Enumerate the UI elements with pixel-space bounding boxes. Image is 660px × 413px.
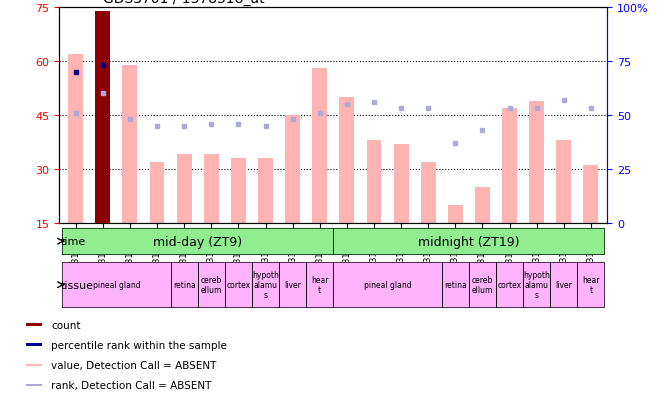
Text: GDS3701 / 1378318_at: GDS3701 / 1378318_at: [103, 0, 265, 6]
Bar: [502, 109, 517, 223]
Bar: [475, 187, 490, 223]
Bar: [231, 159, 246, 223]
Text: time: time: [61, 237, 86, 247]
Bar: [258, 159, 273, 223]
Bar: [583, 166, 599, 223]
Bar: [177, 155, 191, 223]
Bar: [448, 205, 463, 223]
Text: hypoth
alamu
s: hypoth alamu s: [523, 271, 550, 299]
Bar: [204, 155, 218, 223]
Bar: [123, 66, 137, 223]
Text: hear
t: hear t: [311, 275, 329, 294]
Text: cereb
ellum: cereb ellum: [201, 275, 222, 294]
Text: tissue: tissue: [61, 280, 94, 290]
Bar: [285, 116, 300, 223]
Bar: [421, 162, 436, 223]
Text: midnight (ZT19): midnight (ZT19): [418, 235, 519, 248]
Bar: [339, 98, 354, 223]
FancyBboxPatch shape: [26, 363, 42, 366]
FancyBboxPatch shape: [26, 324, 42, 326]
Text: percentile rank within the sample: percentile rank within the sample: [51, 340, 227, 350]
Text: liver: liver: [284, 280, 301, 290]
Text: retina: retina: [173, 280, 195, 290]
Text: liver: liver: [555, 280, 572, 290]
Text: cortex: cortex: [498, 280, 521, 290]
Text: pineal gland: pineal gland: [364, 280, 411, 290]
Text: mid-day (ZT9): mid-day (ZT9): [153, 235, 242, 248]
Text: hypoth
alamu
s: hypoth alamu s: [252, 271, 279, 299]
Bar: [312, 69, 327, 223]
Text: value, Detection Call = ABSENT: value, Detection Call = ABSENT: [51, 360, 216, 370]
FancyBboxPatch shape: [26, 384, 42, 386]
Bar: [95, 12, 110, 223]
Bar: [95, 12, 110, 223]
Text: hear
t: hear t: [582, 275, 600, 294]
Text: cereb
ellum: cereb ellum: [472, 275, 493, 294]
Text: retina: retina: [444, 280, 467, 290]
Bar: [556, 141, 572, 223]
Bar: [529, 101, 544, 223]
Text: count: count: [51, 320, 81, 330]
Text: cortex: cortex: [226, 280, 250, 290]
Bar: [366, 141, 381, 223]
Text: pineal gland: pineal gland: [92, 280, 140, 290]
Bar: [68, 55, 83, 223]
Text: rank, Detection Call = ABSENT: rank, Detection Call = ABSENT: [51, 380, 212, 390]
Bar: [150, 162, 164, 223]
Bar: [393, 144, 409, 223]
FancyBboxPatch shape: [26, 344, 42, 346]
